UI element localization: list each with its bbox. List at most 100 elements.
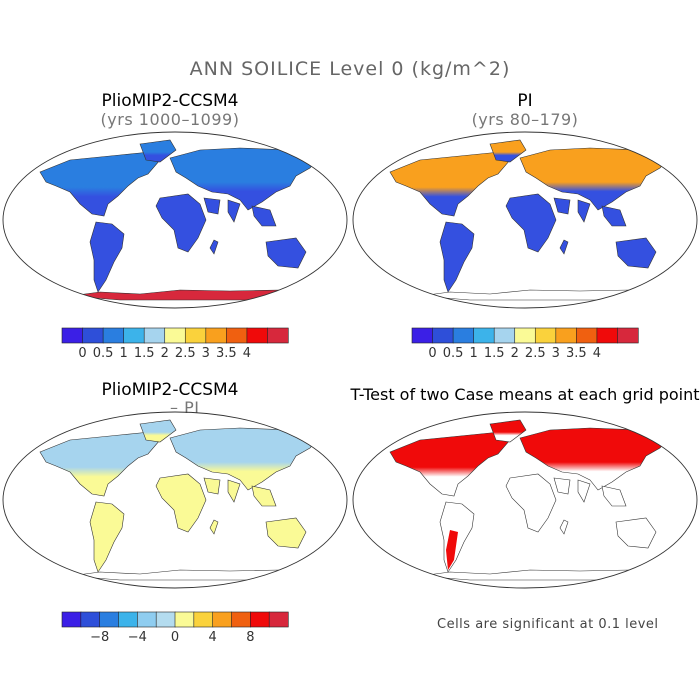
colorbar-panel-2	[411, 327, 639, 344]
colorbar-tick-label: 3.5	[216, 346, 237, 361]
colorbar-swatch	[184, 327, 207, 344]
landmass-southAmerica	[89, 501, 125, 573]
colorbar-swatch	[250, 611, 270, 628]
colorbar-tick-label: 2	[510, 346, 519, 361]
landmass-nz	[664, 549, 673, 563]
landmass-australia	[265, 237, 307, 269]
landmass-northAmerica	[389, 151, 511, 217]
colorbar-swatch	[268, 611, 289, 628]
panel-1-subtitle: (yrs 1000–1099)	[100, 110, 240, 129]
landmass-india	[227, 199, 241, 223]
colorbar-swatch	[411, 327, 434, 344]
map-border	[2, 411, 348, 589]
landmass-india	[577, 199, 591, 223]
colorbar-tick-label: 0.5	[92, 346, 114, 361]
colorbar-swatch	[473, 327, 495, 344]
colorbar-swatch	[576, 327, 598, 344]
colorbar-tick-label: 4	[208, 630, 217, 645]
colorbar-tick-label: 1.5	[133, 346, 155, 361]
landmass-madagascar	[559, 239, 569, 255]
landmass-southAmerica	[89, 221, 125, 293]
colorbar-tick-label: 8	[246, 630, 255, 645]
panel-4-map	[352, 411, 698, 589]
panel-3-map	[2, 411, 348, 589]
landmass-northAmerica	[39, 151, 161, 217]
landmass-nz	[314, 269, 323, 283]
landmass-madagascar	[559, 519, 569, 535]
colorbar-swatch	[534, 327, 557, 344]
colorbar-tick-label: 1	[119, 346, 128, 361]
map-border	[2, 131, 348, 309]
colorbar-swatch	[555, 327, 577, 344]
landmass-australia	[265, 517, 307, 549]
colorbar-panel-1	[61, 327, 289, 344]
colorbar-tick-label: 4	[592, 346, 602, 361]
panel-1-title: PlioMIP2-CCSM4	[101, 91, 239, 111]
colorbar-2-ticks: 0 0.5 1 1.5 2 2.5 3 3.5 4	[412, 346, 638, 364]
colorbar-swatch	[137, 611, 157, 628]
colorbar-tick-label: 0	[78, 346, 87, 361]
colorbar-swatch	[596, 327, 619, 344]
colorbar-swatch	[102, 327, 125, 344]
colorbar-swatch	[123, 327, 145, 344]
landmass-india	[577, 479, 591, 503]
colorbar-swatch	[99, 611, 120, 628]
landmass-africa	[505, 473, 557, 533]
landmass-madagascar	[209, 239, 219, 255]
colorbar-swatch	[82, 327, 104, 344]
colorbar-tick-label: 2.5	[174, 346, 196, 361]
colorbar-swatch	[432, 327, 454, 344]
landmass-greenland	[489, 139, 527, 163]
landmass-australia	[615, 517, 657, 549]
colorbar-swatch	[193, 611, 214, 628]
landmass-southAmerica	[439, 221, 475, 293]
landmass-australia	[615, 237, 657, 269]
landmass-nz	[664, 269, 673, 283]
map-border	[352, 131, 698, 309]
colorbar-swatch	[118, 611, 138, 628]
colorbar-tick-label: 1.5	[483, 346, 505, 361]
colorbar-tick-label: −8	[90, 630, 110, 645]
colorbar-tick-label: 3	[201, 346, 210, 361]
colorbar-swatch	[226, 327, 248, 344]
colorbar-swatch	[246, 327, 269, 344]
panel-4-title: T-Test of two Case means at each grid po…	[350, 385, 700, 404]
panel-2-subtitle: (yrs 80–179)	[471, 110, 579, 129]
colorbar-swatch	[143, 327, 166, 344]
colorbar-swatch	[267, 327, 289, 344]
colorbar-tick-label: 0	[170, 630, 180, 645]
panel-2-map	[352, 131, 698, 309]
colorbar-swatch	[61, 327, 84, 344]
landmass-greenland	[139, 139, 177, 163]
panel-2-title: PI	[517, 91, 533, 111]
panel-1-map	[2, 131, 348, 309]
colorbar-swatch	[452, 327, 475, 344]
colorbar-tick-label: −4	[127, 630, 147, 645]
figure-title: ANN SOILICE Level 0 (kg/m^2)	[189, 58, 511, 80]
landmass-seasia	[601, 485, 627, 507]
landmass-northAmerica	[39, 431, 161, 497]
colorbar-swatch	[61, 611, 82, 628]
landmass-africa	[505, 193, 557, 253]
colorbar-swatch	[617, 327, 639, 344]
map-border	[352, 411, 698, 589]
colorbar-swatch	[155, 611, 176, 628]
colorbar-swatch	[212, 611, 233, 628]
panel-3-title: PlioMIP2-CCSM4	[101, 380, 239, 400]
landmass-seasia	[251, 205, 277, 227]
landmass-seasia	[251, 485, 277, 507]
colorbar-swatch	[174, 611, 195, 628]
landmass-arabia	[203, 197, 221, 215]
colorbar-tick-label: 3	[551, 346, 560, 361]
landmass-africa	[155, 193, 207, 253]
colorbar-1-ticks: 0 0.5 1 1.5 2 2.5 3 3.5 4	[62, 346, 288, 364]
significant-region-patagonia	[446, 530, 458, 570]
colorbar-tick-label: 4	[242, 346, 252, 361]
colorbar-swatch	[80, 611, 101, 628]
colorbar-tick-label: 2	[160, 346, 169, 361]
colorbar-3-ticks: −8 −4 0 4 8	[62, 630, 288, 648]
landmass-arabia	[203, 477, 221, 495]
landmass-arabia	[553, 197, 571, 215]
landmass-nz	[314, 549, 323, 563]
landmass-seasia	[601, 205, 627, 227]
